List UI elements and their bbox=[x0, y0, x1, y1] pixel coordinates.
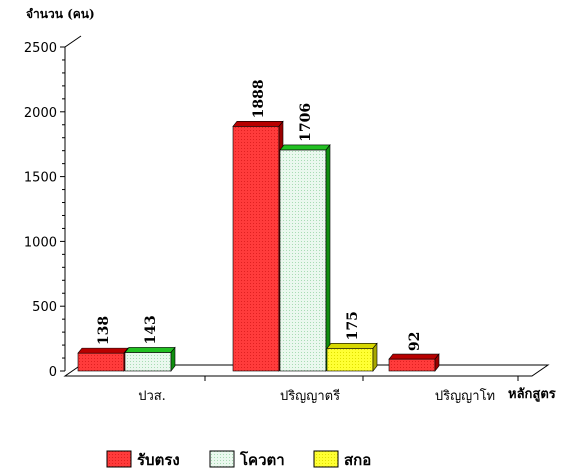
bar-front-0 bbox=[232, 126, 280, 372]
x-axis-title: หลักสูตร bbox=[508, 387, 556, 402]
x-tick-label: ปริญญาตรี bbox=[280, 388, 340, 404]
y-tick-label: 2000 bbox=[24, 106, 57, 121]
legend-label: โควตา bbox=[239, 450, 285, 469]
data-label: 175 bbox=[345, 311, 361, 340]
legend-label: รับตรง bbox=[137, 451, 180, 469]
bar-side-1 bbox=[170, 346, 176, 372]
bar-front-0 bbox=[388, 358, 436, 372]
bar-top-0 bbox=[232, 121, 284, 127]
bar-top-0 bbox=[388, 353, 440, 360]
legend-swatch bbox=[209, 450, 235, 468]
y-tick-label: 0 bbox=[49, 365, 57, 380]
bar-side-0 bbox=[434, 353, 440, 372]
floor-plane bbox=[63, 364, 550, 377]
bar-side-2 bbox=[372, 342, 378, 372]
legend-swatch bbox=[313, 450, 339, 468]
data-label: 1706 bbox=[298, 103, 314, 142]
bar-top-1 bbox=[124, 347, 176, 353]
legend-swatch bbox=[106, 450, 132, 468]
bar-top-0 bbox=[77, 347, 129, 354]
data-label: 143 bbox=[143, 315, 159, 344]
data-label: 92 bbox=[407, 332, 423, 351]
y-tick-label: 1000 bbox=[24, 235, 57, 250]
data-label: 138 bbox=[96, 316, 112, 345]
y-tick-label: 500 bbox=[32, 300, 57, 315]
y-axis-title: จำนวน (คน) bbox=[26, 7, 95, 21]
bar-side-1 bbox=[325, 144, 331, 372]
y-axis-line bbox=[64, 35, 82, 371]
y-tick-label: 2500 bbox=[24, 41, 57, 56]
x-tick-label: ปริญญาโท bbox=[435, 388, 495, 404]
bar-front-0 bbox=[77, 352, 125, 372]
bar-front-1 bbox=[124, 352, 172, 372]
bar-top-2 bbox=[326, 343, 378, 349]
bar-front-1 bbox=[279, 149, 327, 372]
bar-top-1 bbox=[279, 144, 331, 151]
data-label: 1888 bbox=[251, 79, 267, 118]
x-tick-label: ปวส. bbox=[138, 389, 166, 404]
y-tick-label: 1500 bbox=[24, 171, 57, 186]
legend-label: สกอ bbox=[344, 451, 371, 469]
bar-front-2 bbox=[326, 348, 374, 372]
